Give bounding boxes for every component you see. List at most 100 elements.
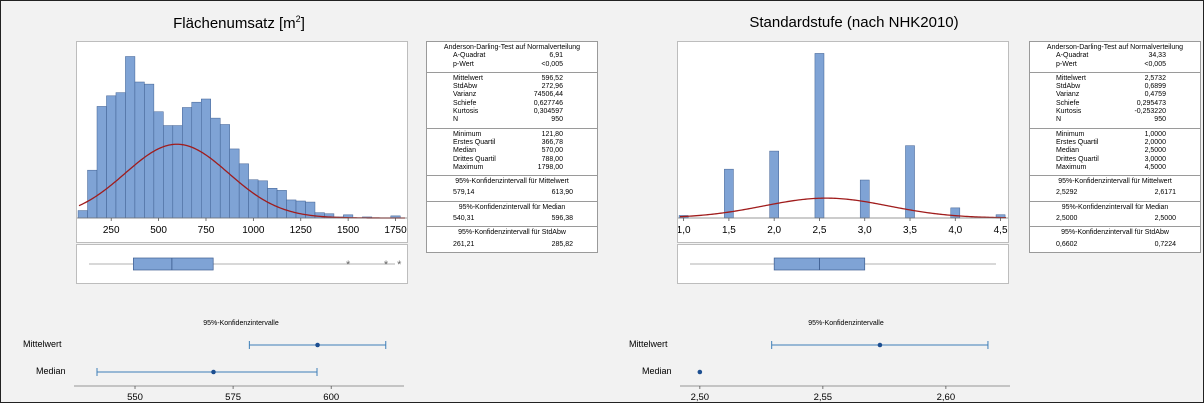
histogram-bar	[286, 199, 297, 219]
histogram-bar	[96, 106, 107, 219]
stat-value: 4,5000	[1144, 163, 1166, 171]
stats-row: N 950	[1030, 116, 1200, 124]
histogram-bar	[125, 56, 136, 219]
stat-value: -0,253220	[1134, 108, 1166, 116]
histogram-bar	[859, 179, 870, 219]
histogram-plot-area: 1,0 1,5 2,0 2,5 3,0 3,5 4,0 4,5	[677, 41, 1009, 243]
stat-label: p-Wert	[1056, 60, 1077, 68]
x-tick-label: 1500	[337, 225, 360, 236]
ci-high: 613,90	[551, 189, 573, 197]
stats-row: Kurtosis 0,304597	[427, 108, 597, 116]
stats-row: Maximum 1798,00	[427, 164, 597, 172]
ci-tick-label: 2,55	[814, 392, 833, 403]
stat-value: 596,52	[541, 74, 563, 82]
ci-plot: 2,50 2,55 2,60	[680, 341, 1010, 403]
ci-tick-label: 2,60	[937, 392, 956, 403]
stat-label: N	[453, 116, 459, 124]
ci-sd-label: 95%-Konfidenzintervall für StdAbw	[458, 229, 566, 237]
histogram-bar	[238, 163, 249, 219]
stat-value: 121,80	[541, 130, 563, 138]
stats-row: Drittes Quartil 788,00	[427, 156, 597, 164]
ci-mean-values: 2,5292 2,6171	[1030, 189, 1200, 197]
ci-point-mean	[315, 342, 320, 348]
stat-label: N	[1056, 116, 1062, 124]
stats-row: Schiefe 0,627746	[427, 100, 597, 108]
ci-high: 2,6171	[1154, 189, 1176, 197]
ci-low: 540,31	[453, 215, 475, 223]
histogram-bar	[295, 200, 306, 219]
boxplot-chart: * * *	[89, 257, 402, 271]
ci-low: 2,5292	[1056, 189, 1078, 197]
stat-value: 788,00	[541, 155, 563, 163]
histogram-bar	[229, 148, 240, 219]
ci-mean-label: 95%-Konfidenzintervall für Mittelwert	[455, 178, 569, 186]
ci-tick-label: 2,50	[691, 392, 710, 403]
stat-label: Varianz	[453, 91, 477, 99]
stat-value: <0,005	[541, 60, 563, 68]
stat-value: 74506,44	[533, 91, 563, 99]
title-text: Flächenumsatz [m	[173, 15, 296, 32]
x-tick-label: 2,0	[767, 225, 781, 236]
ci-mean-values: 579,14 613,90	[427, 189, 597, 197]
histogram-bar	[248, 179, 259, 219]
ci-point-mean	[877, 342, 883, 348]
ci-label-median: Median	[642, 366, 672, 376]
stats-row: Kurtosis -0,253220	[1030, 108, 1200, 116]
ci-tick-label: 575	[225, 392, 241, 403]
ci-median-label: 95%-Konfidenzintervall für Median	[1061, 203, 1169, 211]
stats-row: Schiefe 0,295473	[1030, 100, 1200, 108]
stat-label: StdAbw	[453, 83, 478, 91]
stat-label: Erstes Quartil	[453, 138, 496, 146]
stat-label: Drittes Quartil	[1056, 155, 1099, 163]
x-tick-label: 1750	[384, 225, 407, 236]
histogram-bar	[905, 145, 915, 219]
stat-value: 3,0000	[1144, 155, 1166, 163]
ci-tick-label: 600	[323, 392, 339, 403]
stat-label: p-Wert	[453, 60, 474, 68]
stat-label: Kurtosis	[453, 108, 479, 116]
stat-value: 950	[1154, 116, 1166, 124]
stat-value: 366,78	[541, 138, 563, 146]
ci-low: 2,5000	[1056, 215, 1078, 223]
ci-high: 2,5000	[1154, 215, 1176, 223]
ci-sd-label: 95%-Konfidenzintervall für StdAbw	[1061, 229, 1169, 237]
histogram-bar	[77, 210, 88, 219]
ci-point-median	[211, 369, 216, 375]
stat-value: 0,627746	[533, 99, 563, 107]
boxplot-chart	[690, 257, 996, 271]
panel-title: Standardstufe (nach NHK2010)	[749, 14, 959, 31]
ci-median-values: 540,31 596,38	[427, 215, 597, 223]
stat-value: <0,005	[1144, 60, 1166, 68]
stat-value: 6,91	[549, 52, 563, 60]
x-tick-label: 1,5	[722, 225, 736, 236]
stat-label: Mittelwert	[1056, 74, 1086, 82]
ci-median-values: 2,5000 2,5000	[1030, 215, 1200, 223]
stats-row: A-Quadrat 6,91	[427, 52, 597, 60]
x-tick-label: 3,5	[903, 225, 917, 236]
stat-label: Varianz	[1056, 91, 1080, 99]
stats-ci-median-section: 95%-Konfidenzintervall für Median 2,5000…	[1030, 202, 1200, 228]
stats-row: Drittes Quartil 3,0000	[1030, 156, 1200, 164]
ci-low: 261,21	[453, 240, 475, 248]
x-tick-label: 1250	[290, 225, 313, 236]
ci-median-label: 95%-Konfidenzintervall für Median	[458, 203, 566, 211]
x-tick-label: 750	[198, 225, 215, 236]
x-tick-label: 4,0	[948, 225, 962, 236]
boxplot-area: * * *	[76, 244, 408, 284]
histogram-bar	[724, 168, 734, 219]
stat-label: Maximum	[453, 163, 484, 171]
stats-moments-section: Mittelwert 2,5732 StdAbw 0,6899 Varianz 0,4…	[1030, 73, 1200, 129]
histogram-bar	[276, 190, 287, 219]
stats-row: A-Quadrat 34,33	[1030, 52, 1200, 60]
ci-label-median: Median	[36, 366, 66, 376]
stats-ci-sd-section: 95%-Konfidenzintervall für StdAbw 0,6602…	[1030, 227, 1200, 252]
histogram-bar	[134, 81, 145, 219]
stat-label: Median	[1056, 147, 1079, 155]
ci-high: 0,7224	[1154, 240, 1176, 248]
stats-row: Minimum 121,80	[427, 131, 597, 139]
stats-row: Erstes Quartil 366,78	[427, 139, 597, 147]
ci-high: 285,82	[551, 240, 573, 248]
stats-row: StdAbw 272,96	[427, 83, 597, 91]
stats-row: Maximum 4,5000	[1030, 164, 1200, 172]
stats-ci-mean-section: 95%-Konfidenzintervall für Mittelwert 2,…	[1030, 176, 1200, 202]
